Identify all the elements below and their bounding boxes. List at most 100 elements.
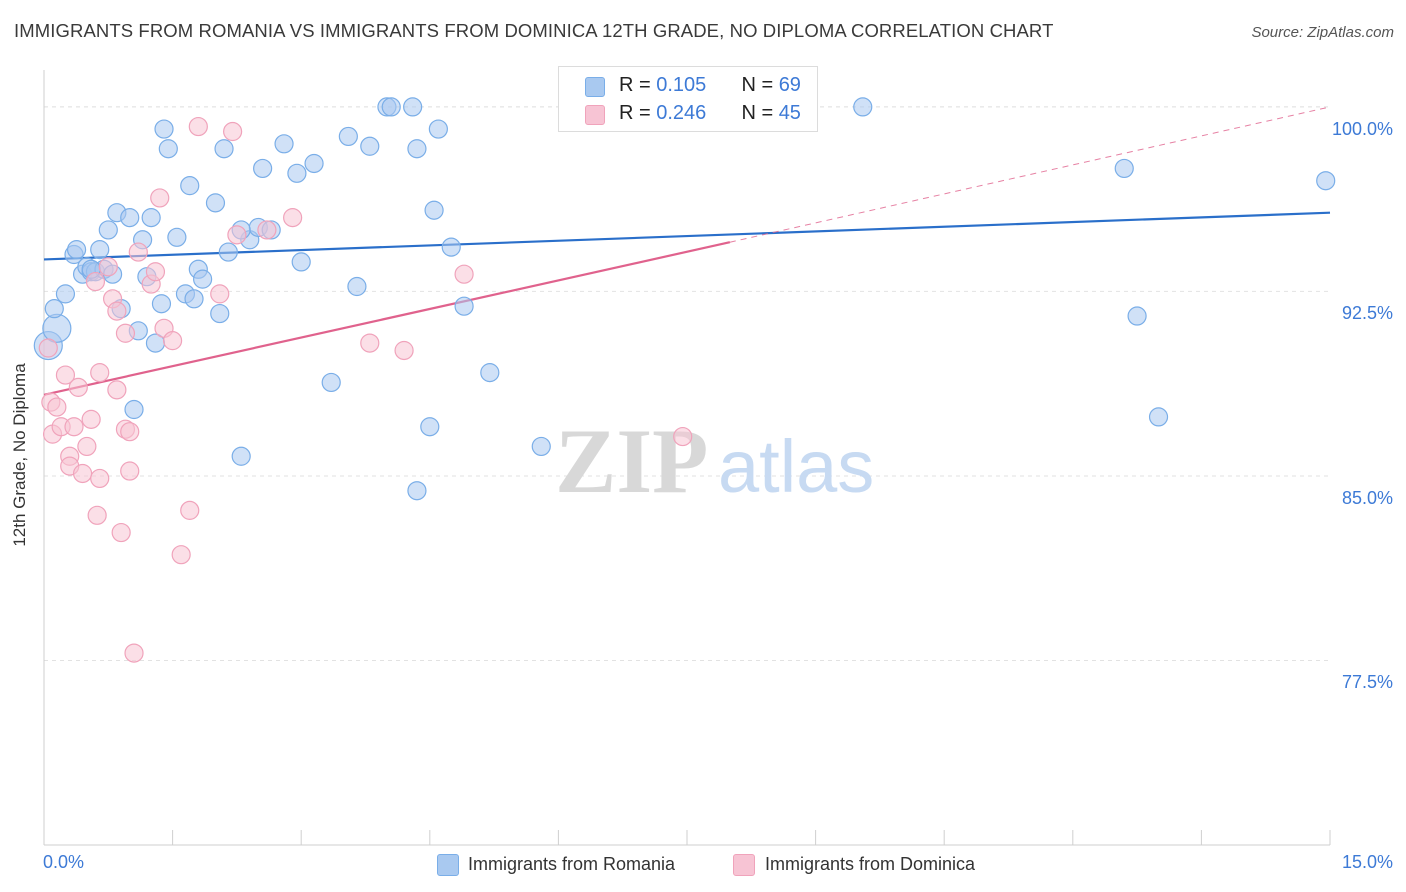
point-dominica — [107, 301, 127, 321]
series-legend-label-dominica: Immigrants from Dominica — [765, 854, 976, 874]
legend-n-label: N = — [741, 102, 774, 124]
point-romania — [1127, 306, 1147, 326]
point-romania — [141, 208, 161, 228]
point-dominica — [77, 436, 97, 457]
point-romania — [853, 97, 873, 117]
point-romania — [253, 158, 273, 179]
point-romania — [407, 481, 427, 501]
legend-r-value-dominica: 0.246 — [656, 102, 707, 124]
point-dominica — [111, 522, 131, 543]
point-dominica — [150, 188, 170, 208]
point-romania — [441, 237, 461, 257]
point-romania — [347, 276, 367, 297]
trendline-romania — [43, 211, 1331, 261]
point-dominica — [68, 377, 88, 397]
point-romania — [420, 417, 440, 437]
point-romania — [44, 299, 64, 319]
point-dominica — [98, 257, 118, 277]
point-dominica — [454, 264, 474, 284]
point-dominica — [128, 242, 148, 262]
point-dominica — [171, 545, 191, 565]
point-romania — [1148, 407, 1169, 427]
legend-n-value-dominica: 45 — [778, 102, 801, 124]
legend-r-value-romania: 0.105 — [656, 74, 707, 96]
point-romania — [480, 363, 500, 383]
point-romania — [55, 284, 76, 304]
point-dominica — [55, 365, 76, 385]
point-dominica — [47, 397, 67, 417]
point-dominica — [188, 116, 208, 137]
point-dominica — [120, 461, 140, 481]
trendline-dominica-extension — [729, 106, 1331, 243]
point-romania — [407, 139, 427, 159]
point-dominica — [115, 323, 136, 343]
y-tick-label: 92.5% — [1341, 303, 1393, 324]
watermark-layer: ZIP atlas — [555, 410, 874, 512]
legend-n-label: N = — [741, 74, 774, 96]
point-dominica — [673, 426, 693, 447]
point-romania — [180, 176, 200, 196]
point-romania — [205, 193, 226, 213]
legend-swatch-romania — [585, 77, 605, 97]
point-romania — [210, 303, 230, 324]
point-dominica — [124, 643, 144, 663]
point-dominica — [81, 409, 101, 429]
point-dominica — [223, 121, 243, 142]
y-tick-label: 77.5% — [1341, 672, 1393, 693]
legend-r-label: R = — [619, 102, 651, 124]
y-tick-label: 85.0% — [1341, 487, 1393, 508]
grid-layer — [44, 106, 1330, 661]
y-axis-label: 12th Grade, No Diploma — [10, 363, 29, 547]
point-romania — [424, 200, 444, 220]
point-dominica — [227, 225, 247, 245]
point-romania — [1316, 171, 1336, 191]
point-dominica — [64, 417, 84, 437]
point-romania — [158, 139, 178, 159]
point-romania — [381, 97, 401, 117]
point-dominica — [87, 505, 107, 525]
legend-swatch-dominica — [585, 105, 605, 125]
point-romania — [151, 294, 172, 314]
point-romania — [321, 372, 341, 393]
point-dominica — [394, 340, 414, 361]
point-romania — [193, 269, 213, 289]
point-romania — [218, 242, 238, 262]
point-romania — [338, 126, 358, 147]
point-romania — [403, 97, 423, 117]
series-legend-label-romania: Immigrants from Romania — [468, 854, 676, 874]
point-dominica — [257, 220, 277, 240]
point-romania — [120, 208, 140, 228]
x-tick-label-max: 15.0% — [1341, 852, 1393, 872]
point-romania — [66, 240, 87, 260]
point-dominica — [120, 422, 140, 442]
trend-layer — [43, 106, 1331, 396]
point-romania — [360, 136, 380, 156]
point-dominica — [283, 208, 303, 228]
point-romania — [291, 252, 311, 272]
point-romania — [90, 240, 110, 260]
series-legend: Immigrants from Romania Immigrants from … — [0, 851, 1406, 877]
point-romania — [274, 134, 294, 154]
point-romania — [98, 220, 118, 240]
point-romania — [154, 119, 174, 139]
point-romania — [428, 119, 448, 139]
x-tick-label-min: 0.0% — [43, 852, 85, 872]
legend-row-dominica: R = 0.246 N = 45 — [619, 102, 801, 125]
point-romania — [1114, 158, 1134, 179]
stats-legend: R = 0.105 N = 69 R = 0.246 N = 45 — [558, 66, 818, 132]
point-romania — [42, 313, 72, 343]
watermark-atlas: atlas — [718, 425, 874, 508]
legend-n-value-romania: 69 — [778, 74, 801, 96]
point-romania — [454, 296, 474, 316]
series-legend-swatch-dominica — [733, 854, 755, 876]
point-romania — [124, 399, 144, 420]
point-dominica — [90, 363, 110, 383]
point-dominica — [107, 380, 127, 400]
point-dominica — [360, 333, 380, 353]
y-tick-label: 100.0% — [1331, 118, 1393, 139]
point-dominica — [72, 463, 93, 484]
point-romania — [531, 436, 551, 457]
point-dominica — [145, 262, 166, 282]
point-romania — [231, 446, 251, 466]
